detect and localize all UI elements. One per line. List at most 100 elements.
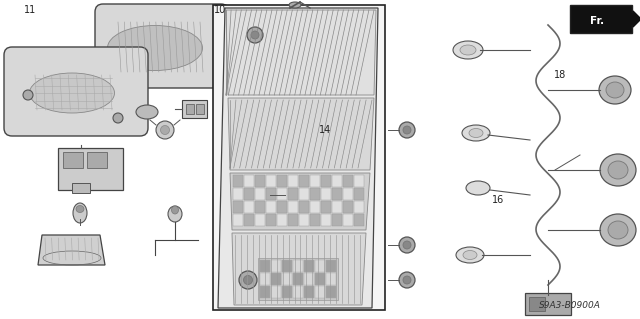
Bar bbox=[233, 188, 243, 200]
Bar bbox=[354, 214, 364, 226]
Ellipse shape bbox=[247, 27, 263, 43]
FancyArrow shape bbox=[619, 11, 640, 27]
Ellipse shape bbox=[399, 272, 415, 288]
Ellipse shape bbox=[251, 31, 259, 39]
Bar bbox=[182, 100, 207, 118]
Bar bbox=[343, 201, 353, 213]
Bar bbox=[58, 148, 123, 190]
Bar bbox=[326, 273, 336, 285]
Ellipse shape bbox=[289, 2, 301, 8]
Ellipse shape bbox=[462, 125, 490, 141]
Polygon shape bbox=[38, 235, 105, 265]
Ellipse shape bbox=[243, 276, 253, 285]
Polygon shape bbox=[226, 10, 376, 95]
Ellipse shape bbox=[136, 105, 158, 119]
Ellipse shape bbox=[108, 26, 202, 70]
Bar bbox=[343, 214, 353, 226]
Bar bbox=[213, 5, 385, 310]
Bar bbox=[260, 286, 270, 298]
Ellipse shape bbox=[76, 205, 84, 212]
Ellipse shape bbox=[239, 271, 257, 289]
Bar bbox=[277, 188, 287, 200]
Bar bbox=[321, 201, 331, 213]
Bar bbox=[277, 201, 287, 213]
Bar bbox=[288, 188, 298, 200]
Bar bbox=[315, 273, 325, 285]
Bar bbox=[299, 201, 309, 213]
Ellipse shape bbox=[608, 221, 628, 239]
Polygon shape bbox=[218, 8, 378, 308]
Bar bbox=[282, 260, 292, 272]
Bar bbox=[326, 286, 336, 298]
Bar bbox=[299, 188, 309, 200]
Bar bbox=[72, 183, 90, 193]
Bar bbox=[343, 188, 353, 200]
Bar bbox=[315, 260, 325, 272]
Ellipse shape bbox=[469, 129, 483, 137]
Bar bbox=[304, 273, 314, 285]
Text: 18: 18 bbox=[554, 70, 566, 80]
Ellipse shape bbox=[161, 125, 170, 135]
Text: 14: 14 bbox=[319, 125, 331, 135]
Text: S9A3-B0900A: S9A3-B0900A bbox=[539, 300, 601, 309]
Bar bbox=[266, 201, 276, 213]
Bar bbox=[255, 214, 265, 226]
Bar bbox=[354, 175, 364, 187]
Ellipse shape bbox=[599, 76, 631, 104]
Polygon shape bbox=[230, 173, 370, 230]
Bar bbox=[233, 201, 243, 213]
Bar bbox=[299, 214, 309, 226]
Bar bbox=[233, 175, 243, 187]
Ellipse shape bbox=[172, 206, 179, 214]
Bar bbox=[255, 201, 265, 213]
Bar bbox=[354, 201, 364, 213]
Bar bbox=[304, 260, 314, 272]
Bar bbox=[310, 201, 320, 213]
Text: 10: 10 bbox=[214, 5, 226, 15]
Bar bbox=[288, 201, 298, 213]
Ellipse shape bbox=[156, 121, 174, 139]
Bar bbox=[271, 273, 281, 285]
Text: 11: 11 bbox=[24, 5, 36, 15]
Bar bbox=[321, 214, 331, 226]
Bar bbox=[525, 293, 571, 315]
Bar bbox=[310, 175, 320, 187]
Bar bbox=[332, 188, 342, 200]
Ellipse shape bbox=[600, 214, 636, 246]
Ellipse shape bbox=[466, 181, 490, 195]
Ellipse shape bbox=[399, 237, 415, 253]
Bar bbox=[332, 214, 342, 226]
Bar bbox=[293, 286, 303, 298]
Bar bbox=[293, 273, 303, 285]
Ellipse shape bbox=[463, 250, 477, 259]
Bar bbox=[310, 188, 320, 200]
Bar bbox=[196, 104, 204, 114]
Bar bbox=[271, 260, 281, 272]
Bar bbox=[258, 258, 338, 300]
Bar bbox=[255, 175, 265, 187]
Bar bbox=[332, 201, 342, 213]
Bar bbox=[186, 104, 194, 114]
Ellipse shape bbox=[608, 161, 628, 179]
Bar bbox=[63, 152, 83, 168]
Ellipse shape bbox=[460, 45, 476, 55]
Bar bbox=[244, 188, 254, 200]
Bar bbox=[266, 188, 276, 200]
Bar bbox=[233, 214, 243, 226]
Bar bbox=[288, 175, 298, 187]
Bar bbox=[260, 273, 270, 285]
Bar bbox=[321, 188, 331, 200]
FancyBboxPatch shape bbox=[95, 4, 229, 88]
Polygon shape bbox=[232, 233, 366, 305]
Ellipse shape bbox=[600, 154, 636, 186]
Ellipse shape bbox=[168, 206, 182, 222]
FancyBboxPatch shape bbox=[4, 47, 148, 136]
Ellipse shape bbox=[456, 247, 484, 263]
Bar bbox=[293, 260, 303, 272]
Polygon shape bbox=[228, 98, 374, 170]
Bar bbox=[244, 175, 254, 187]
Bar bbox=[354, 188, 364, 200]
Text: Fr.: Fr. bbox=[590, 16, 604, 26]
Bar bbox=[277, 175, 287, 187]
Bar bbox=[277, 214, 287, 226]
